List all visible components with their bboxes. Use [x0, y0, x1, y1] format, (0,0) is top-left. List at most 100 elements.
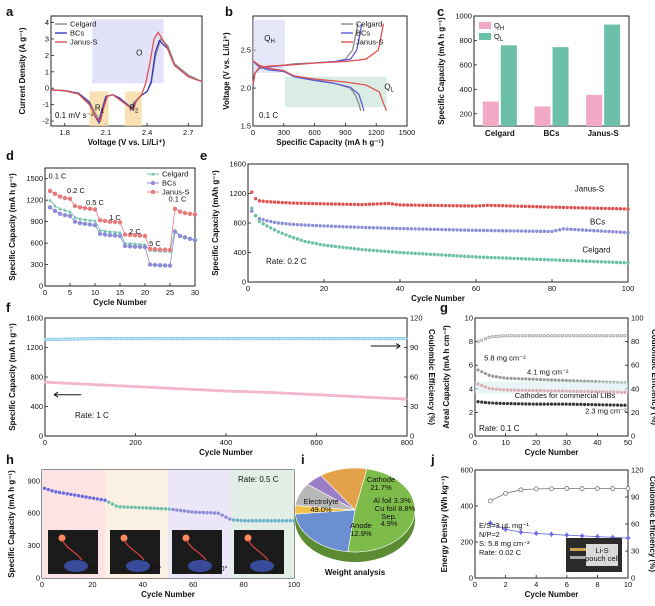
rate-point: [77, 220, 83, 226]
condition-label: Rate: 0.02 C: [479, 548, 522, 557]
cycle-point-Janus-S: [341, 202, 345, 206]
r2-label: R2: [129, 103, 139, 114]
capacity-point: [205, 511, 209, 515]
cycle-point-Janus-S: [261, 199, 265, 203]
cycle-point-Celgard: [409, 251, 414, 255]
x-tick-label: 0: [40, 580, 44, 589]
cycle-point-Janus-S: [405, 203, 410, 207]
areal-point-5.8: [538, 377, 543, 382]
cycle-point-BCs: [474, 228, 478, 233]
cycle-point-BCs: [413, 227, 417, 231]
areal-point-2.3: [531, 402, 535, 406]
cycle-point-Janus-S: [462, 204, 467, 208]
rate-point: [97, 218, 103, 223]
cycle-point-Celgard: [481, 255, 486, 259]
legend-swatch: [479, 33, 491, 40]
capacity-point: [231, 518, 236, 522]
cycle-point-BCs: [512, 229, 516, 233]
cycle-point-BCs: [405, 227, 410, 231]
cycle-point-Celgard: [386, 249, 391, 254]
y-tick-label: 900: [27, 476, 40, 485]
ce-point: [498, 334, 502, 338]
cycle-point-Janus-S: [329, 202, 334, 206]
panel-label-a: a: [6, 4, 14, 19]
cycle-point-BCs: [257, 216, 262, 221]
cycle-point-Janus-S: [394, 202, 398, 207]
capacity-point: [220, 513, 224, 517]
cycle-point-BCs: [489, 228, 493, 233]
areal-point-5.8: [509, 376, 513, 380]
cycle-point-Celgard: [253, 213, 258, 218]
y2-tick-label: 80: [631, 337, 639, 346]
bar-ql: [500, 45, 517, 127]
capacity-point: [129, 505, 134, 510]
x-tick-label: 10: [91, 288, 99, 297]
cycle-point-Janus-S: [478, 204, 482, 208]
cycle-point-Janus-S: [622, 207, 626, 211]
ce-line: [490, 488, 628, 502]
rate-point: [47, 205, 53, 210]
cycle-point-Celgard: [367, 248, 372, 252]
c-rate-label: 5 C: [149, 239, 161, 248]
areal-point-5.8: [476, 368, 480, 372]
areal-point-2.3: [582, 402, 587, 407]
areal-point-5.8: [516, 377, 521, 381]
cycle-point-BCs: [383, 226, 387, 230]
cycle-point-BCs: [481, 228, 486, 233]
rate-point: [177, 233, 183, 239]
panel-label-e: e: [200, 148, 207, 163]
bar-qh: [534, 106, 551, 126]
cycle-point-Celgard: [394, 250, 398, 254]
y-tick-label: 200: [459, 109, 472, 118]
areal-point-5.8: [491, 374, 495, 378]
capacity-point: [152, 506, 156, 510]
capacity-point: [125, 505, 130, 509]
x-tick-label: 40: [139, 580, 147, 589]
loading-label: 4.1 mg cm⁻²: [527, 368, 569, 377]
rate-point: [57, 194, 63, 199]
cycle-point-Janus-S: [284, 201, 288, 205]
y2-tick-label: 60: [631, 361, 639, 370]
cycle-point-Janus-S: [504, 204, 509, 208]
ce-point: [527, 334, 532, 338]
areal-point-2.3: [498, 401, 502, 405]
oxidation-label: O: [136, 48, 142, 57]
capacity-point: [73, 493, 77, 497]
rate-point: [127, 244, 133, 249]
y2-tick-label: 90: [410, 343, 418, 352]
cycle-point-BCs: [341, 224, 345, 229]
cycle-point-Janus-S: [481, 203, 486, 208]
slice-label: Sep.: [381, 512, 396, 521]
energy-line: [490, 522, 629, 539]
cycle-point-BCs: [462, 228, 467, 232]
y2-tick-label: 90: [631, 493, 639, 502]
capacity-point: [133, 505, 137, 510]
rate-point: [107, 219, 113, 224]
ce-point: [601, 334, 605, 338]
capacity-point: [114, 504, 119, 508]
cycle-point-Celgard: [462, 254, 467, 258]
cycle-point-Celgard: [413, 251, 417, 256]
slice-value: 21.7%: [370, 483, 392, 492]
energy-point: [625, 535, 631, 542]
cycle-point-Janus-S: [508, 204, 512, 208]
cycle-point-Celgard: [455, 254, 459, 258]
ce-point: [604, 334, 609, 338]
cycle-point-BCs: [470, 228, 474, 232]
cycle-point-Janus-S: [516, 204, 520, 208]
cycle-point-BCs: [535, 229, 539, 233]
cycle-point-BCs: [588, 228, 592, 233]
y-tick-label: 1000: [455, 12, 472, 21]
cycle-point-Janus-S: [569, 205, 573, 210]
cycle-point-Celgard: [546, 258, 550, 262]
rate-point: [102, 232, 108, 237]
cycle-point-BCs: [421, 227, 425, 231]
qh-label: QH: [264, 34, 275, 45]
cycle-point-Celgard: [466, 254, 471, 259]
rate-point: [182, 210, 188, 216]
cycle-point-Celgard: [512, 256, 516, 261]
cycle-point-Celgard: [443, 253, 448, 257]
rate-point: [172, 229, 178, 234]
rate-point: [162, 263, 168, 268]
areal-point-5.8: [531, 377, 535, 381]
